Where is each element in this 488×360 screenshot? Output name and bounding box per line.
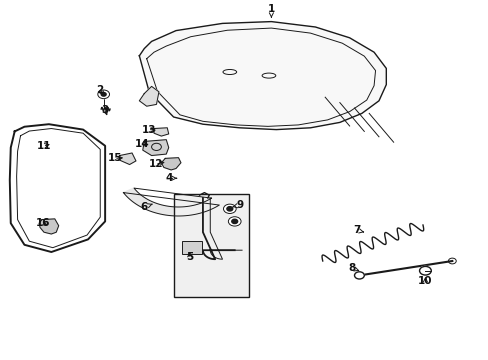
Text: 15: 15 — [108, 153, 122, 163]
Text: 5: 5 — [186, 252, 193, 262]
Circle shape — [223, 204, 236, 213]
Text: 16: 16 — [36, 218, 50, 228]
Text: 2: 2 — [97, 85, 103, 95]
Text: 11: 11 — [37, 141, 51, 151]
FancyBboxPatch shape — [182, 241, 202, 254]
Polygon shape — [139, 86, 159, 106]
Text: 14: 14 — [134, 139, 149, 149]
Polygon shape — [120, 153, 136, 165]
Text: 4: 4 — [164, 173, 176, 183]
Polygon shape — [161, 158, 181, 170]
Text: 8: 8 — [348, 263, 358, 273]
Circle shape — [231, 219, 237, 224]
Polygon shape — [123, 188, 219, 216]
Polygon shape — [142, 140, 168, 156]
Text: 10: 10 — [417, 276, 432, 286]
Circle shape — [354, 272, 364, 279]
Text: 13: 13 — [142, 125, 156, 135]
Text: 3: 3 — [102, 105, 108, 115]
Circle shape — [101, 93, 106, 96]
Text: 7: 7 — [352, 225, 363, 235]
Circle shape — [226, 207, 232, 211]
Text: 1: 1 — [267, 4, 274, 17]
Circle shape — [98, 90, 109, 99]
Circle shape — [228, 217, 241, 226]
Polygon shape — [139, 22, 386, 130]
Text: 9: 9 — [233, 200, 243, 210]
Text: 6: 6 — [141, 202, 152, 212]
Text: 12: 12 — [149, 159, 163, 169]
Circle shape — [419, 266, 430, 275]
Polygon shape — [39, 219, 59, 234]
Polygon shape — [154, 128, 168, 136]
Bar — [173, 194, 249, 297]
